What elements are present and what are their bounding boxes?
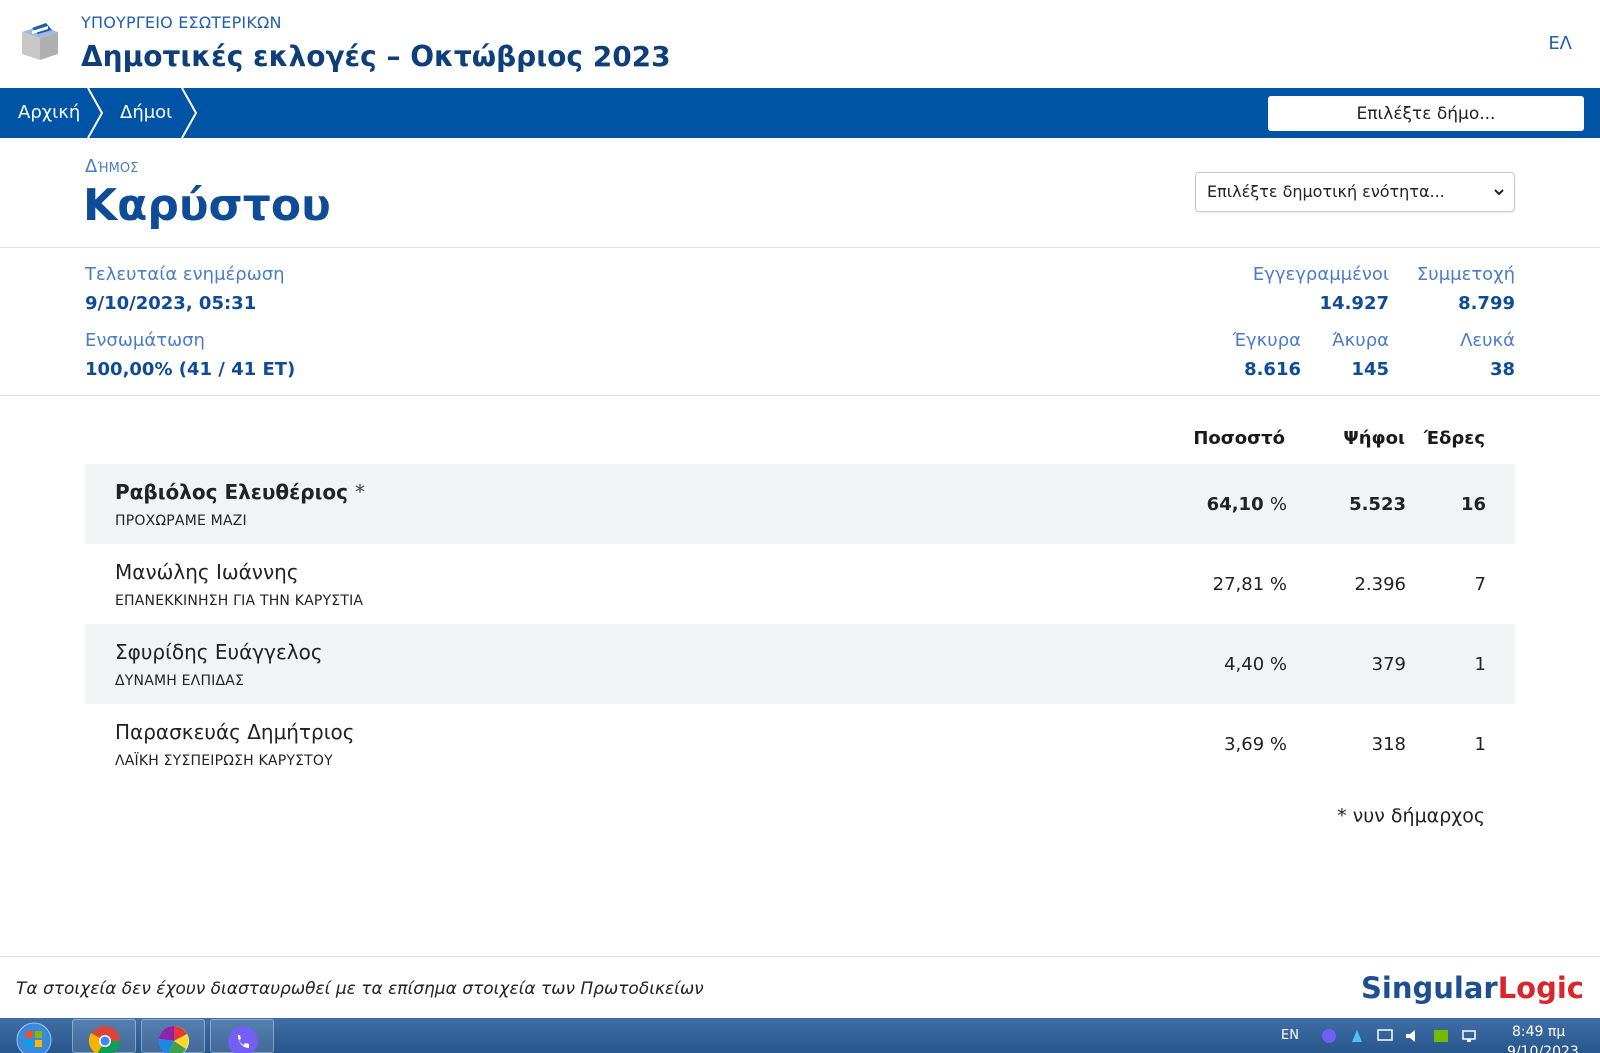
percent-symbol: %	[1269, 734, 1287, 755]
municipality-label: Δήμος	[85, 156, 139, 177]
blank-value: 38	[1489, 359, 1515, 380]
breadcrumb-home[interactable]: Αρχική	[18, 102, 81, 123]
party-name: ΠΡΟΧΩΡΑΜΕ ΜΑΖΙ	[115, 513, 247, 529]
ministry-label: ΥΠΟΥΡΓΕΙΟ ΕΣΩΤΕΡΙΚΩΝ	[81, 13, 282, 32]
invalid-label: Άκυρα	[1332, 330, 1389, 351]
table-row: Ραβιόλος Ελευθέριος * ΠΡΟΧΩΡΑΜΕ ΜΑΖΙ 64,…	[85, 464, 1515, 544]
seats-cell: 1	[1474, 654, 1486, 675]
page-footer: Τα στοιχεία δεν έχουν διασταυρωθεί με τα…	[0, 956, 1600, 1018]
app-header: ΥΠΟΥΡΓΕΙΟ ΕΣΩΤΕΡΙΚΩΝ Δημοτικές εκλογές –…	[0, 0, 1600, 88]
valid-value: 8.616	[1244, 359, 1301, 380]
votes-cell: 379	[1371, 654, 1406, 675]
integration-value: 100,00% (41 / 41 ΕΤ)	[85, 359, 295, 380]
column-header-votes: Ψήφοι	[1343, 428, 1405, 449]
seats-cell: 16	[1460, 494, 1486, 515]
percent-cell: 64,10 %	[1207, 494, 1287, 515]
percent-cell: 27,81 %	[1213, 574, 1287, 595]
tray-app-icon[interactable]	[1348, 1028, 1366, 1044]
percent-cell: 4,40 %	[1224, 654, 1287, 675]
candidate-name: Παρασκευάς Δημήτριος	[115, 720, 355, 744]
singularlogic-logo[interactable]: SingularLogic	[1361, 971, 1584, 1005]
seats-cell: 7	[1474, 574, 1486, 595]
table-row: Μανώλης Ιωάννης ΕΠΑΝΕΚΚΙΝΗΣΗ ΓΙΑ ΤΗΝ ΚΑΡ…	[85, 544, 1515, 624]
start-button-icon[interactable]	[2, 1018, 66, 1053]
chevron-down-icon	[1494, 189, 1504, 196]
municipality-search-input[interactable]	[1268, 96, 1584, 131]
clock-time[interactable]: 8:49 πμ	[1512, 1024, 1566, 1040]
last-update-value: 9/10/2023, 05:31	[85, 293, 257, 314]
taskbar-app-viber[interactable]	[210, 1019, 274, 1053]
invalid-value: 145	[1351, 359, 1389, 380]
votes-cell: 2.396	[1354, 574, 1406, 595]
percent-symbol: %	[1269, 654, 1287, 675]
percent-cell: 3,69 %	[1224, 734, 1287, 755]
turnout-label: Συμμετοχή	[1416, 264, 1515, 285]
municipal-unit-select-value: Επιλέξτε δημοτική ενότητα...	[1207, 182, 1445, 201]
viber-icon	[228, 1026, 258, 1053]
last-update-label: Τελευταία ενημέρωση	[85, 264, 285, 285]
incumbent-footnote: * νυν δήμαρχος	[1337, 805, 1485, 827]
candidate-name: Ραβιόλος Ελευθέριος *	[115, 480, 365, 504]
candidate-name-text: Ραβιόλος Ελευθέριος	[115, 480, 348, 504]
candidate-name: Μανώλης Ιωάννης	[115, 560, 299, 584]
table-row: Παρασκευάς Δημήτριος ΛΑΪΚΗ ΣΥΣΠΕΙΡΩΣΗ ΚΑ…	[85, 704, 1515, 784]
votes-cell: 318	[1371, 734, 1406, 755]
disclaimer-text: Τα στοιχεία δεν έχουν διασταυρωθεί με τα…	[16, 979, 704, 999]
os-taskbar: EN 8:49 πμ 9/10/2023	[0, 1018, 1600, 1053]
ballot-box-icon	[22, 23, 58, 60]
picasa-icon	[158, 1025, 189, 1053]
seats-cell: 1	[1474, 734, 1486, 755]
chrome-icon	[88, 1026, 121, 1053]
input-language-indicator[interactable]: EN	[1281, 1028, 1299, 1043]
taskbar-app-chrome[interactable]	[72, 1019, 136, 1053]
party-name: ΔΥΝΑΜΗ ΕΛΠΙΔΑΣ	[115, 673, 245, 689]
divider	[0, 395, 1600, 396]
nvidia-tray-icon[interactable]	[1432, 1028, 1450, 1044]
breadcrumb-municipalities[interactable]: Δήμοι	[120, 102, 173, 123]
percent-symbol: %	[1269, 574, 1287, 595]
breadcrumb-separator-icon	[181, 88, 198, 138]
volume-icon[interactable]	[1404, 1028, 1422, 1044]
clock-date[interactable]: 9/10/2023	[1507, 1044, 1579, 1053]
party-name: ΕΠΑΝΕΚΚΙΝΗΣΗ ΓΙΑ ΤΗΝ ΚΑΡΥΣΤΙΑ	[115, 593, 364, 609]
municipality-name: Καρύστου	[83, 180, 331, 231]
percent-symbol: %	[1269, 494, 1287, 515]
monitor-tray-icon[interactable]	[1376, 1028, 1394, 1044]
breadcrumb-separator-icon	[87, 88, 104, 138]
integration-value-text: 100,00% (41 / 41 ΕΤ)	[85, 359, 296, 380]
percent-value: 64,10	[1206, 494, 1264, 515]
page-title: Δημοτικές εκλογές – Οκτώβριος 2023	[81, 40, 671, 73]
municipal-unit-select[interactable]: Επιλέξτε δημοτική ενότητα...	[1195, 172, 1515, 212]
column-header-seats: Έδρες	[1423, 428, 1485, 449]
percent-value: 4,40	[1224, 654, 1265, 675]
integration-label: Ενσωμάτωση	[85, 330, 205, 351]
taskbar-app-picasa[interactable]	[141, 1019, 205, 1053]
divider	[0, 247, 1600, 248]
votes-cell: 5.523	[1349, 494, 1406, 515]
language-switch[interactable]: ΕΛ	[1548, 33, 1572, 54]
blank-label: Λευκά	[1460, 330, 1515, 351]
network-icon[interactable]	[1460, 1028, 1478, 1044]
party-name: ΛΑΪΚΗ ΣΥΣΠΕΙΡΩΣΗ ΚΑΡΥΣΤΟΥ	[115, 753, 333, 769]
candidate-name: Σφυρίδης Ευάγγελος	[115, 640, 323, 664]
percent-value: 27,81	[1212, 574, 1265, 595]
registered-label: Εγγεγραμμένοι	[1252, 264, 1389, 285]
viber-tray-icon[interactable]	[1320, 1028, 1338, 1044]
valid-label: Έγκυρα	[1232, 330, 1301, 351]
turnout-value: 8.799	[1458, 293, 1515, 314]
table-row: Σφυρίδης Ευάγγελος ΔΥΝΑΜΗ ΕΛΠΙΔΑΣ 4,40 %…	[85, 624, 1515, 704]
brand-part-1: Singular	[1361, 971, 1498, 1005]
incumbent-marker: *	[354, 480, 365, 504]
registered-value: 14.927	[1319, 293, 1389, 314]
brand-part-2: Logic	[1497, 971, 1584, 1005]
column-header-percent: Ποσοστό	[1193, 428, 1285, 449]
percent-value: 3,69	[1224, 734, 1265, 755]
